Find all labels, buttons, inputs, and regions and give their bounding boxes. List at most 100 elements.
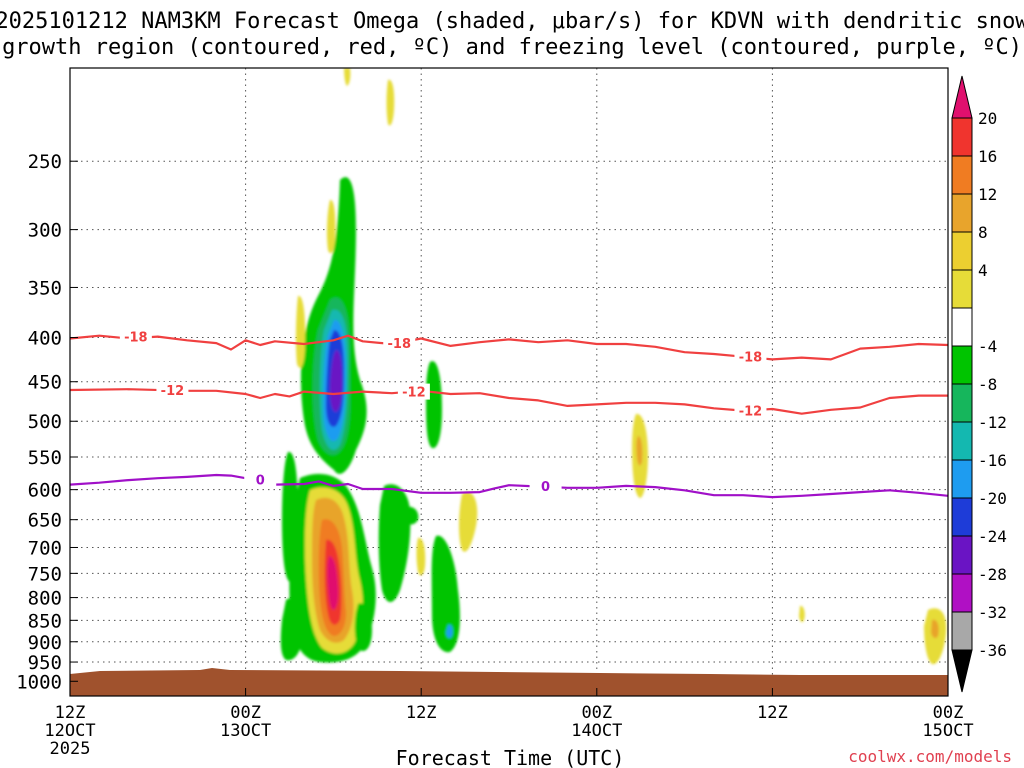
colorbar-box-0 [951, 117, 973, 157]
colorbar-bottom-triangle [951, 649, 973, 693]
omega-yellow-small-mid [799, 605, 805, 623]
colorbar-box-1 [951, 155, 973, 195]
y-tick-label-400: 400 [28, 328, 62, 350]
y-axis-ticks: 2503003504004505005506006507007508008509… [16, 151, 78, 693]
freezing-level-0-line [70, 473, 948, 499]
omega-yellow-upper-left [326, 199, 336, 254]
omega-green-center-lower-2 [354, 603, 372, 652]
y-tick-label-1000: 1000 [16, 671, 62, 693]
y-tick-label-800: 800 [28, 588, 62, 610]
x-tick-line1-0: 12Z [55, 703, 86, 723]
dgz-minus-12-label-bg-2 [734, 402, 767, 419]
colorbar-label-3: 8 [978, 223, 988, 242]
colorbar-label-9: -20 [978, 489, 1007, 508]
y-tick-label-900: 900 [28, 632, 62, 654]
omega-yellow-top-1 [344, 68, 351, 86]
omega-green-right-lower [431, 535, 460, 653]
colorbar-label-12: -32 [978, 603, 1007, 622]
freezing-level-0-label-bg-0 [244, 471, 277, 488]
x-tick-line1-60: 00Z [933, 703, 964, 723]
colorbar-box-8 [951, 421, 973, 461]
dgz-minus-12-label-bg-1 [397, 383, 430, 400]
omega-yellow-mid-left [295, 295, 306, 368]
colorbar-box-5 [951, 307, 973, 347]
colorbar-label-8: -16 [978, 451, 1007, 470]
x-tick-line2-12: 13OCT [220, 721, 271, 741]
colorbar-label-13: -36 [978, 641, 1007, 660]
dgz-minus-18-label-bg-2 [734, 348, 767, 365]
colorbar-label-5: -4 [978, 337, 997, 356]
colorbar-box-13 [951, 611, 973, 651]
omega-gold-right-edge [931, 619, 939, 639]
omega-green-center-lower [378, 484, 411, 602]
surface-terrain [70, 668, 948, 696]
colorbar-label-11: -28 [978, 565, 1007, 584]
freezing-level-0-label-1: 0 [541, 480, 550, 495]
omega-yellow-right [459, 492, 478, 552]
y-tick-label-600: 600 [28, 480, 62, 502]
x-tick-line1-48: 12Z [757, 703, 788, 723]
dgz-minus-18-line [70, 334, 948, 361]
freezing-level-0-label-bg-1 [529, 477, 562, 494]
omega-lower-magenta [327, 556, 339, 610]
y-tick-label-950: 950 [28, 652, 62, 674]
colorbar-label-10: -24 [978, 527, 1007, 546]
x-tick-line1-24: 12Z [406, 703, 437, 723]
colorbar-box-2 [951, 193, 973, 233]
y-tick-label-850: 850 [28, 610, 62, 632]
y-tick-label-550: 550 [28, 447, 62, 469]
omega-green-center-patch [404, 506, 419, 525]
plot-area [70, 68, 948, 696]
dgz-minus-18-label-1: -18 [388, 337, 412, 352]
colorbar-label-6: -8 [978, 375, 997, 394]
dgz-minus-12-label-2: -12 [739, 405, 763, 420]
colorbar-box-11 [951, 535, 973, 575]
x-tick-line1-12: 00Z [230, 703, 261, 723]
time-gridlines [245, 68, 773, 696]
omega-green-right-mid [426, 361, 442, 449]
colorbar-label-0: 20 [978, 109, 997, 128]
omega-column-upper-purple [330, 350, 342, 412]
temperature-contours [70, 334, 948, 499]
dgz-minus-12-label-0: -12 [161, 384, 185, 399]
dgz-minus-18-label-bg-0 [119, 328, 152, 345]
x-tick-line2-0: 12OCT [44, 721, 95, 741]
dgz-minus-12-label-bg-0 [156, 381, 189, 398]
y-tick-label-650: 650 [28, 510, 62, 532]
x-tick-line2-36: 14OCT [571, 721, 622, 741]
chart-title-line-2: growth region (contoured, red, ºC) and f… [2, 35, 1022, 60]
x-tick-line1-36: 00Z [581, 703, 612, 723]
colorbar-top-triangle [951, 75, 973, 119]
freezing-level-0-label-0: 0 [256, 474, 265, 489]
y-tick-label-250: 250 [28, 151, 62, 173]
omega-yellow-top-2 [386, 79, 395, 126]
omega-gold-day2 [636, 436, 643, 466]
colorbar-label-7: -12 [978, 413, 1007, 432]
contour-labels: -18 -18 -18 -12 -12 -12 0 0 [119, 328, 767, 495]
omega-green-bottom-left [280, 598, 305, 661]
dgz-minus-18-label-2: -18 [739, 351, 763, 366]
x-tick-line3-0: 2025 [50, 739, 91, 759]
colorbar-box-4 [951, 269, 973, 309]
dgz-minus-18-label-0: -18 [124, 331, 148, 346]
colorbar-box-12 [951, 573, 973, 613]
omega-green-left-strip [282, 451, 298, 582]
y-tick-label-350: 350 [28, 277, 62, 299]
colorbar-label-1: 16 [978, 147, 997, 166]
chart-title-line-1: 2025101212 NAM3KM Forecast Omega (shaded… [0, 9, 1024, 34]
colorbar-box-6 [951, 345, 973, 385]
colorbar-label-2: 12 [978, 185, 997, 204]
credit-text: coolwx.com/models [848, 747, 1012, 766]
dgz-minus-12-line [70, 388, 948, 415]
omega-cyan-right-lower [446, 624, 453, 639]
y-tick-label-300: 300 [28, 220, 62, 242]
x-axis-label: Forecast Time (UTC) [396, 746, 625, 768]
colorbar-box-7 [951, 383, 973, 423]
colorbar-box-3 [951, 231, 973, 271]
colorbar-box-9 [951, 459, 973, 499]
y-tick-label-750: 750 [28, 563, 62, 585]
x-tick-line2-60: 15OCT [922, 721, 973, 741]
colorbar-box-10 [951, 497, 973, 537]
